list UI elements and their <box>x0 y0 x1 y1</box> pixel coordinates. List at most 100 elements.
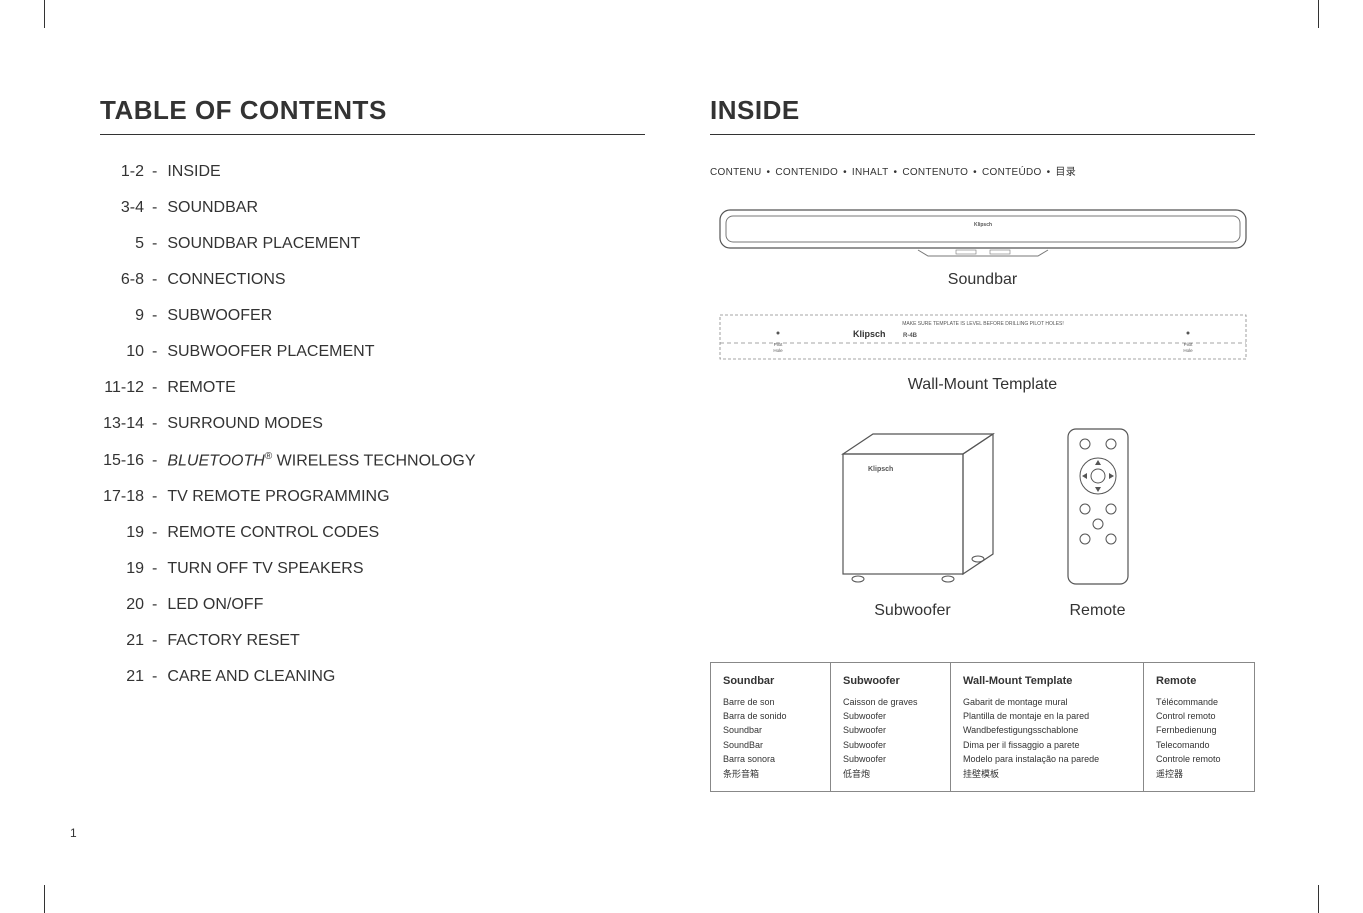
toc-dash: - <box>152 632 157 650</box>
toc-item: 21-CARE AND CLEANING <box>100 668 645 686</box>
remote-illustration <box>1053 424 1143 594</box>
toc-item: 17-18-TV REMOTE PROGRAMMING <box>100 488 645 506</box>
soundbar-block: Klipsch Soundbar <box>710 208 1255 289</box>
remote-label: Remote <box>1053 602 1143 620</box>
toc-title: LED ON/OFF <box>167 596 263 614</box>
toc-dash: - <box>152 343 157 361</box>
subwoofer-label: Subwoofer <box>823 602 1003 620</box>
col-soundbar-head: Soundbar <box>723 673 818 691</box>
toc-dash: - <box>152 488 157 506</box>
translation-row: Barre de son <box>723 695 818 709</box>
toc-pages: 20 <box>100 596 144 614</box>
subwoofer-block: Klipsch Subwoofer <box>823 424 1003 620</box>
toc-pages: 9 <box>100 307 144 325</box>
template-block: MAKE SURE TEMPLATE IS LEVEL BEFORE DRILL… <box>710 313 1255 394</box>
toc-item: 20-LED ON/OFF <box>100 596 645 614</box>
toc-title: SURROUND MODES <box>167 415 323 433</box>
col-template-rows: Gabarit de montage muralPlantilla de mon… <box>963 695 1131 781</box>
toc-item: 9-SUBWOOFER <box>100 307 645 325</box>
translation-row: Subwoofer <box>843 709 938 723</box>
toc-pages: 11-12 <box>100 379 144 397</box>
toc-title: SUBWOOFER <box>167 307 272 325</box>
toc-dash: - <box>152 379 157 397</box>
toc-dash: - <box>152 668 157 686</box>
col-remote: Remote TélécommandeControl remotoFernbed… <box>1144 663 1254 791</box>
left-page: TABLE OF CONTENTS 1-2-INSIDE3-4-SOUNDBAR… <box>100 40 645 850</box>
template-pilot-left-2: Hole <box>773 348 783 353</box>
toc-list: 1-2-INSIDE3-4-SOUNDBAR5-SOUNDBAR PLACEME… <box>100 163 645 686</box>
translation-row: Controle remoto <box>1156 752 1242 766</box>
remote-block: Remote <box>1053 424 1143 620</box>
template-pilot-left-1: Pilot <box>773 342 783 347</box>
translation-word: CONTENUTO <box>902 167 968 178</box>
toc-dash: - <box>152 163 157 181</box>
translation-word: 目录 <box>1055 167 1076 178</box>
translation-word: INHALT <box>852 167 889 178</box>
translation-row: Subwoofer <box>843 723 938 737</box>
col-template: Wall-Mount Template Gabarit de montage m… <box>951 663 1144 791</box>
toc-item: 11-12-REMOTE <box>100 379 645 397</box>
soundbar-brand-text: Klipsch <box>973 222 991 228</box>
sub-remote-row: Klipsch Subwoofer <box>710 424 1255 644</box>
toc-title: FACTORY RESET <box>167 632 299 650</box>
translation-row: Wandbefestigungsschablone <box>963 723 1131 737</box>
translation-separator: • <box>1047 167 1051 178</box>
toc-pages: 17-18 <box>100 488 144 506</box>
toc-dash: - <box>152 307 157 325</box>
toc-title: BLUETOOTH® WIRELESS TECHNOLOGY <box>167 451 475 470</box>
subwoofer-illustration: Klipsch <box>823 424 1003 594</box>
col-template-head: Wall-Mount Template <box>963 673 1131 691</box>
toc-heading: TABLE OF CONTENTS <box>100 40 645 135</box>
toc-title: TV REMOTE PROGRAMMING <box>167 488 389 506</box>
translation-row: 条形音箱 <box>723 767 818 781</box>
right-page: INSIDE CONTENU•CONTENIDO•INHALT•CONTENUT… <box>710 40 1255 850</box>
inside-translations: CONTENU•CONTENIDO•INHALT•CONTENUTO•CONTE… <box>710 163 1255 178</box>
translation-separator: • <box>973 167 977 178</box>
toc-title: INSIDE <box>167 163 220 181</box>
toc-pages: 19 <box>100 560 144 578</box>
translation-row: Barra de sonido <box>723 709 818 723</box>
translation-separator: • <box>894 167 898 178</box>
translation-row: SoundBar <box>723 738 818 752</box>
template-label: Wall-Mount Template <box>710 376 1255 394</box>
translation-row: 遥控器 <box>1156 767 1242 781</box>
toc-item: 10-SUBWOOFER PLACEMENT <box>100 343 645 361</box>
toc-pages: 5 <box>100 235 144 253</box>
translation-row: Subwoofer <box>843 752 938 766</box>
template-model-text: R-4B <box>903 333 918 339</box>
col-soundbar-rows: Barre de sonBarra de sonidoSoundbarSound… <box>723 695 818 781</box>
col-remote-rows: TélécommandeControl remotoFernbedienungT… <box>1156 695 1242 781</box>
col-soundbar: Soundbar Barre de sonBarra de sonidoSoun… <box>711 663 831 791</box>
soundbar-label: Soundbar <box>710 271 1255 289</box>
toc-item: 3-4-SOUNDBAR <box>100 199 645 217</box>
template-illustration: MAKE SURE TEMPLATE IS LEVEL BEFORE DRILL… <box>718 313 1248 368</box>
toc-item: 19-REMOTE CONTROL CODES <box>100 524 645 542</box>
translation-row: Barra sonora <box>723 752 818 766</box>
translation-row: Control remoto <box>1156 709 1242 723</box>
toc-title: REMOTE <box>167 379 235 397</box>
template-note-text: MAKE SURE TEMPLATE IS LEVEL BEFORE DRILL… <box>902 321 1064 327</box>
toc-title: SUBWOOFER PLACEMENT <box>167 343 374 361</box>
toc-pages: 21 <box>100 668 144 686</box>
col-subwoofer-rows: Caisson de gravesSubwooferSubwooferSubwo… <box>843 695 938 781</box>
toc-title: CONNECTIONS <box>167 271 285 289</box>
translation-row: Soundbar <box>723 723 818 737</box>
template-pilot-right-2: Hole <box>1183 348 1193 353</box>
toc-item: 1-2-INSIDE <box>100 163 645 181</box>
toc-title: TURN OFF TV SPEAKERS <box>167 560 363 578</box>
subwoofer-brand-text: Klipsch <box>868 466 893 473</box>
col-subwoofer: Subwoofer Caisson de gravesSubwooferSubw… <box>831 663 951 791</box>
toc-pages: 3-4 <box>100 199 144 217</box>
translation-row: Plantilla de montaje en la pared <box>963 709 1131 723</box>
translation-row: Fernbedienung <box>1156 723 1242 737</box>
toc-pages: 6-8 <box>100 271 144 289</box>
toc-dash: - <box>152 235 157 253</box>
translation-row: Télécommande <box>1156 695 1242 709</box>
toc-title: SOUNDBAR PLACEMENT <box>167 235 360 253</box>
toc-title: CARE AND CLEANING <box>167 668 335 686</box>
toc-pages: 13-14 <box>100 415 144 433</box>
page-number: 1 <box>70 826 77 840</box>
toc-dash: - <box>152 199 157 217</box>
inside-heading: INSIDE <box>710 40 1255 135</box>
col-subwoofer-head: Subwoofer <box>843 673 938 691</box>
